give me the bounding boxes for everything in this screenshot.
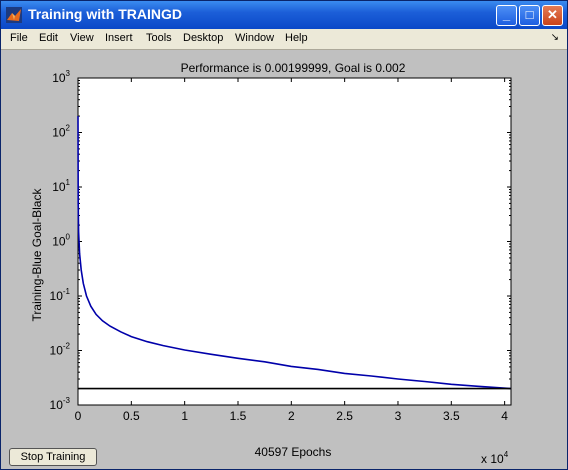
y-tick-label: 10-3 [50,396,71,412]
x-multiplier-label: x 104 [481,450,509,466]
y-tick-exponent: -2 [63,342,71,351]
y-tick-base: 10 [52,235,66,249]
x-multiplier-base: x 10 [481,452,504,466]
x-tick-label: 2 [288,409,295,423]
y-tick-base: 10 [52,126,66,140]
x-tick-label: 4 [501,409,508,423]
y-tick-exponent: 1 [66,178,71,187]
y-axis-label: Training-Blue Goal-Black [30,188,44,322]
y-tick-label: 102 [52,124,70,140]
menu-file[interactable]: File [10,32,28,44]
y-tick-base: 10 [50,344,64,358]
dock-arrow-icon[interactable]: ↘ [550,32,559,43]
menu-view[interactable]: View [70,32,94,44]
plot-area [77,77,512,406]
y-tick-exponent: 0 [66,233,71,242]
menu-window[interactable]: Window [235,32,275,44]
x-multiplier-exponent: 4 [504,450,509,459]
y-tick-label: 101 [52,178,70,194]
y-tick-base: 10 [50,398,64,412]
close-icon: ✕ [547,7,558,22]
x-tick-label: 0 [75,409,82,423]
chart-title: Performance is 0.00199999, Goal is 0.002 [181,61,406,75]
x-tick-label: 3 [395,409,402,423]
menu-edit[interactable]: Edit [39,32,58,44]
menu-help[interactable]: Help [285,32,308,44]
maximize-button[interactable]: □ [519,5,540,26]
y-tick-label: 103 [52,69,70,85]
menu-insert[interactable]: Insert [105,32,133,44]
y-tick-exponent: 3 [66,69,71,78]
matlab-logo-icon [6,7,22,23]
y-tick-label: 10-2 [50,342,71,358]
x-tick-label: 1 [181,409,188,423]
minimize-button[interactable]: _ [496,5,517,26]
x-axis-label: 40597 Epochs [255,445,332,459]
window-title: Training with TRAINGD [28,6,182,22]
x-tick-label: 2.5 [336,409,353,423]
training-series-line [77,116,512,390]
y-tick-exponent: -1 [63,287,71,296]
y-tick-base: 10 [50,289,64,303]
menu-desktop[interactable]: Desktop [183,32,224,44]
menu-bar: File Edit View Insert Tools Desktop Wind… [1,29,567,50]
x-tick-label: 3.5 [443,409,460,423]
stop-training-button[interactable]: Stop Training [9,448,97,466]
y-tick-label: 10-1 [50,287,71,303]
close-button[interactable]: ✕ [542,5,563,26]
title-bar[interactable]: Training with TRAINGD _ □ ✕ [1,1,567,29]
y-tick-label: 100 [52,233,70,249]
y-tick-exponent: -3 [63,396,71,405]
y-tick-exponent: 2 [66,124,71,133]
y-tick-base: 10 [52,180,66,194]
maximize-icon: □ [525,7,534,22]
x-tick-label: 0.5 [123,409,140,423]
y-tick-base: 10 [52,71,66,85]
minimize-icon: _ [502,7,511,22]
menu-tools[interactable]: Tools [146,32,172,44]
x-tick-label: 1.5 [230,409,247,423]
